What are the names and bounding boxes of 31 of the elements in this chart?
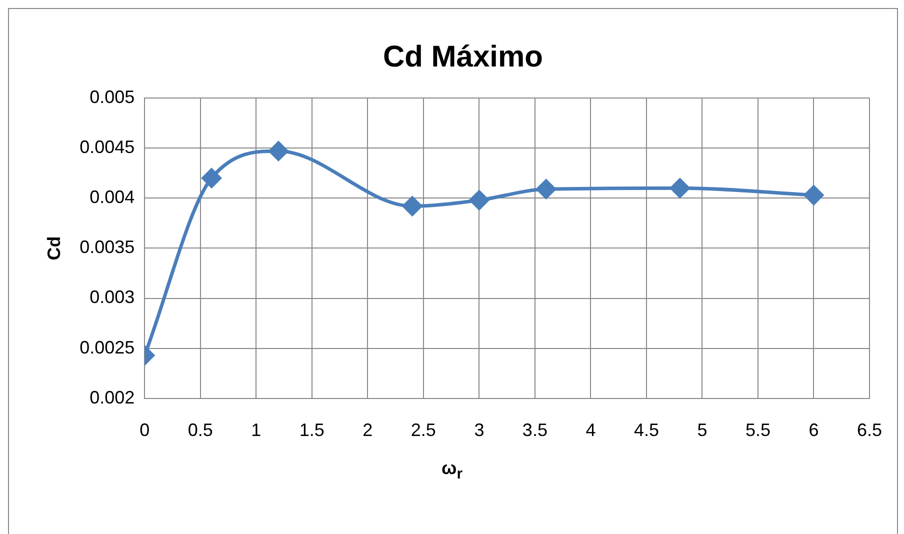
x-tick-label: 3.5: [522, 420, 548, 440]
point: [804, 185, 824, 205]
x-tick-label: 2.5: [410, 420, 436, 440]
y-tick-label: 0.0035: [80, 237, 135, 258]
y-tick-label: 0.0025: [80, 337, 135, 358]
y-tick-label: 0.003: [90, 287, 135, 308]
y-tick-label: 0.004: [90, 187, 135, 208]
x-tick-label: 1.5: [299, 420, 324, 440]
x-tick-label: 5: [697, 420, 708, 440]
chart-title: Cd Máximo: [382, 40, 544, 74]
x-tick-label: 2: [362, 420, 373, 440]
x-tick-label: 4.5: [634, 420, 659, 440]
point: [268, 141, 288, 161]
point: [202, 168, 222, 188]
y-tick-label: 0.0045: [80, 137, 135, 158]
x-tick-label: 1: [251, 420, 262, 440]
x-tick-label: 6.5: [856, 420, 882, 440]
x-tick-label: 0.5: [188, 420, 213, 440]
y-axis-title: Cd: [44, 236, 64, 260]
x-tick-label: 3: [474, 420, 484, 440]
y-tick-label: 0.005: [90, 86, 135, 107]
x-tick-label: 5.5: [745, 420, 770, 440]
x-tick-label: 6: [808, 420, 819, 440]
point: [536, 179, 556, 199]
y-tick-label: 0.002: [90, 387, 135, 408]
point: [402, 196, 422, 216]
x-axis-title: ω$_{r}$: [440, 458, 464, 483]
point: [469, 190, 489, 210]
x-tick-label: 0: [140, 420, 150, 440]
point: [670, 178, 690, 198]
x-tick-label: 4: [586, 420, 596, 440]
